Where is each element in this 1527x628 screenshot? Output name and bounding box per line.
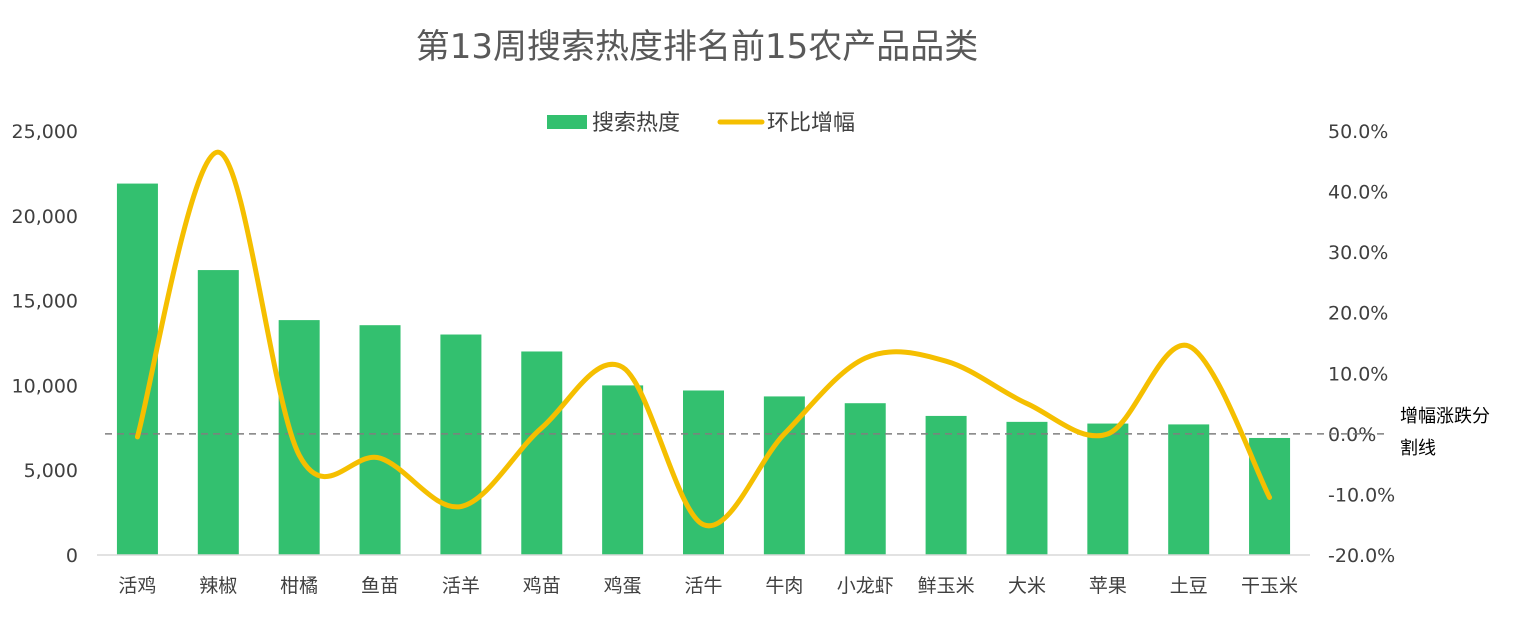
bar [278,320,320,555]
bar [440,334,482,555]
growth-line [134,149,1273,529]
bar [359,325,401,555]
legend-swatch-bar [547,115,587,129]
legend-label-line: 环比增幅 [767,111,855,136]
bar [844,403,886,555]
left-tick-label: 0 [66,545,78,567]
bar [1168,424,1210,555]
left-tick-label: 5,000 [24,460,78,482]
legend: 搜索热度 环比增幅 [547,111,855,136]
bar [925,415,967,555]
category-label: 小龙虾 [837,575,894,597]
left-tick-label: 20,000 [12,206,78,228]
zero-line-annotation-line2: 割线 [1400,438,1436,459]
right-tick-label: 10.0% [1328,363,1388,385]
left-tick-label: 25,000 [12,121,78,143]
category-axis: 活鸡 辣椒 柑橘 鱼苗 活羊 鸡苗 鸡蛋 活牛 牛肉 小龙虾 鲜玉米 大米 苹果 土豆 干玉米 [118,575,1298,597]
bar [1006,421,1048,555]
bar-series [116,183,1291,556]
category-label: 鸡苗 [523,575,561,597]
category-label: 鲜玉米 [918,575,975,597]
bar [683,390,724,555]
legend-label-bar: 搜索热度 [592,111,680,136]
bar [1087,423,1129,555]
bar [602,385,644,555]
category-label: 干玉米 [1241,575,1298,597]
category-label: 土豆 [1170,575,1208,597]
right-tick-label: 50.0% [1328,121,1388,143]
left-axis: 0 5,000 10,000 15,000 20,000 25,000 [12,121,78,567]
right-tick-label: -10.0% [1328,484,1395,506]
category-label: 牛肉 [765,575,803,597]
chart-title: 第13周搜索热度排名前15农产品品类 [416,27,979,67]
right-tick-label: 40.0% [1328,182,1388,204]
zero-line-annotation-line1: 增幅涨跌分 [1400,406,1490,427]
category-label: 大米 [1008,575,1046,597]
bar [521,351,563,555]
category-label: 鸡蛋 [604,575,642,597]
category-label: 辣椒 [199,575,237,597]
left-tick-label: 10,000 [12,375,78,397]
category-label: 苹果 [1089,575,1127,597]
left-tick-label: 15,000 [12,291,78,313]
right-tick-label: 30.0% [1328,242,1388,264]
category-label: 鱼苗 [361,575,399,597]
category-label: 活鸡 [118,575,156,597]
right-tick-label: 0.0% [1328,424,1376,446]
right-tick-label: -20.0% [1328,545,1395,567]
category-label: 柑橘 [280,575,318,597]
right-tick-label: 20.0% [1328,303,1388,325]
right-axis: -20.0% -10.0% 0.0% 10.0% 20.0% 30.0% 40.0% 50.0… [1328,121,1395,567]
category-label: 活牛 [684,575,722,597]
bar [197,270,239,555]
category-label: 活羊 [442,575,480,597]
